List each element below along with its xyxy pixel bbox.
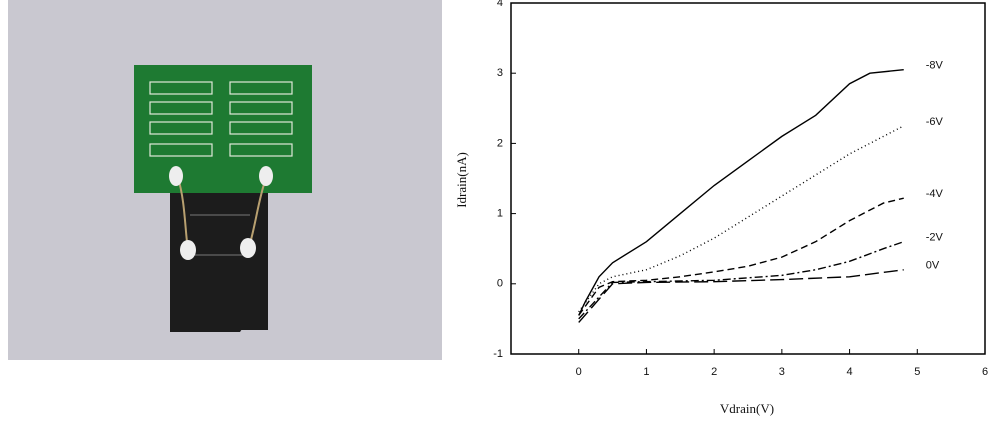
- series-label: -4V: [926, 188, 944, 200]
- series-line: [578, 269, 904, 323]
- y-tick-label: 4: [497, 0, 503, 9]
- plot-frame: [510, 2, 986, 355]
- x-tick-label: 0: [576, 366, 582, 378]
- series-line: [578, 125, 905, 313]
- y-tick-label: 1: [497, 208, 503, 220]
- series-line: [578, 197, 904, 316]
- x-tick-label: 3: [779, 366, 785, 378]
- board-pads: [149, 81, 293, 157]
- device-photo: [8, 0, 442, 360]
- chip-body: [170, 193, 268, 330]
- circuit-board: [134, 65, 312, 193]
- series-label: -6V: [926, 116, 944, 128]
- x-tick-label: 4: [847, 366, 853, 378]
- x-tick-label: 1: [643, 366, 649, 378]
- y-tick-label: 2: [497, 137, 503, 149]
- series-line: [578, 241, 904, 320]
- y-tick-label: 3: [497, 67, 503, 79]
- series-label: -2V: [926, 232, 944, 244]
- y-axis-title: Idrain(nA): [454, 152, 469, 208]
- x-tick-label: 2: [711, 366, 717, 378]
- x-axis-title: Vdrain(V): [720, 401, 774, 416]
- series-line: [578, 68, 904, 316]
- series-label: 0V: [926, 260, 940, 272]
- y-tick-label: 0: [497, 278, 503, 290]
- series-label: -8V: [926, 60, 944, 72]
- x-tick-label: 5: [914, 366, 920, 378]
- y-tick-label: -1: [493, 348, 503, 360]
- solder-joints: [169, 166, 273, 260]
- x-tick-label: 6: [982, 366, 988, 378]
